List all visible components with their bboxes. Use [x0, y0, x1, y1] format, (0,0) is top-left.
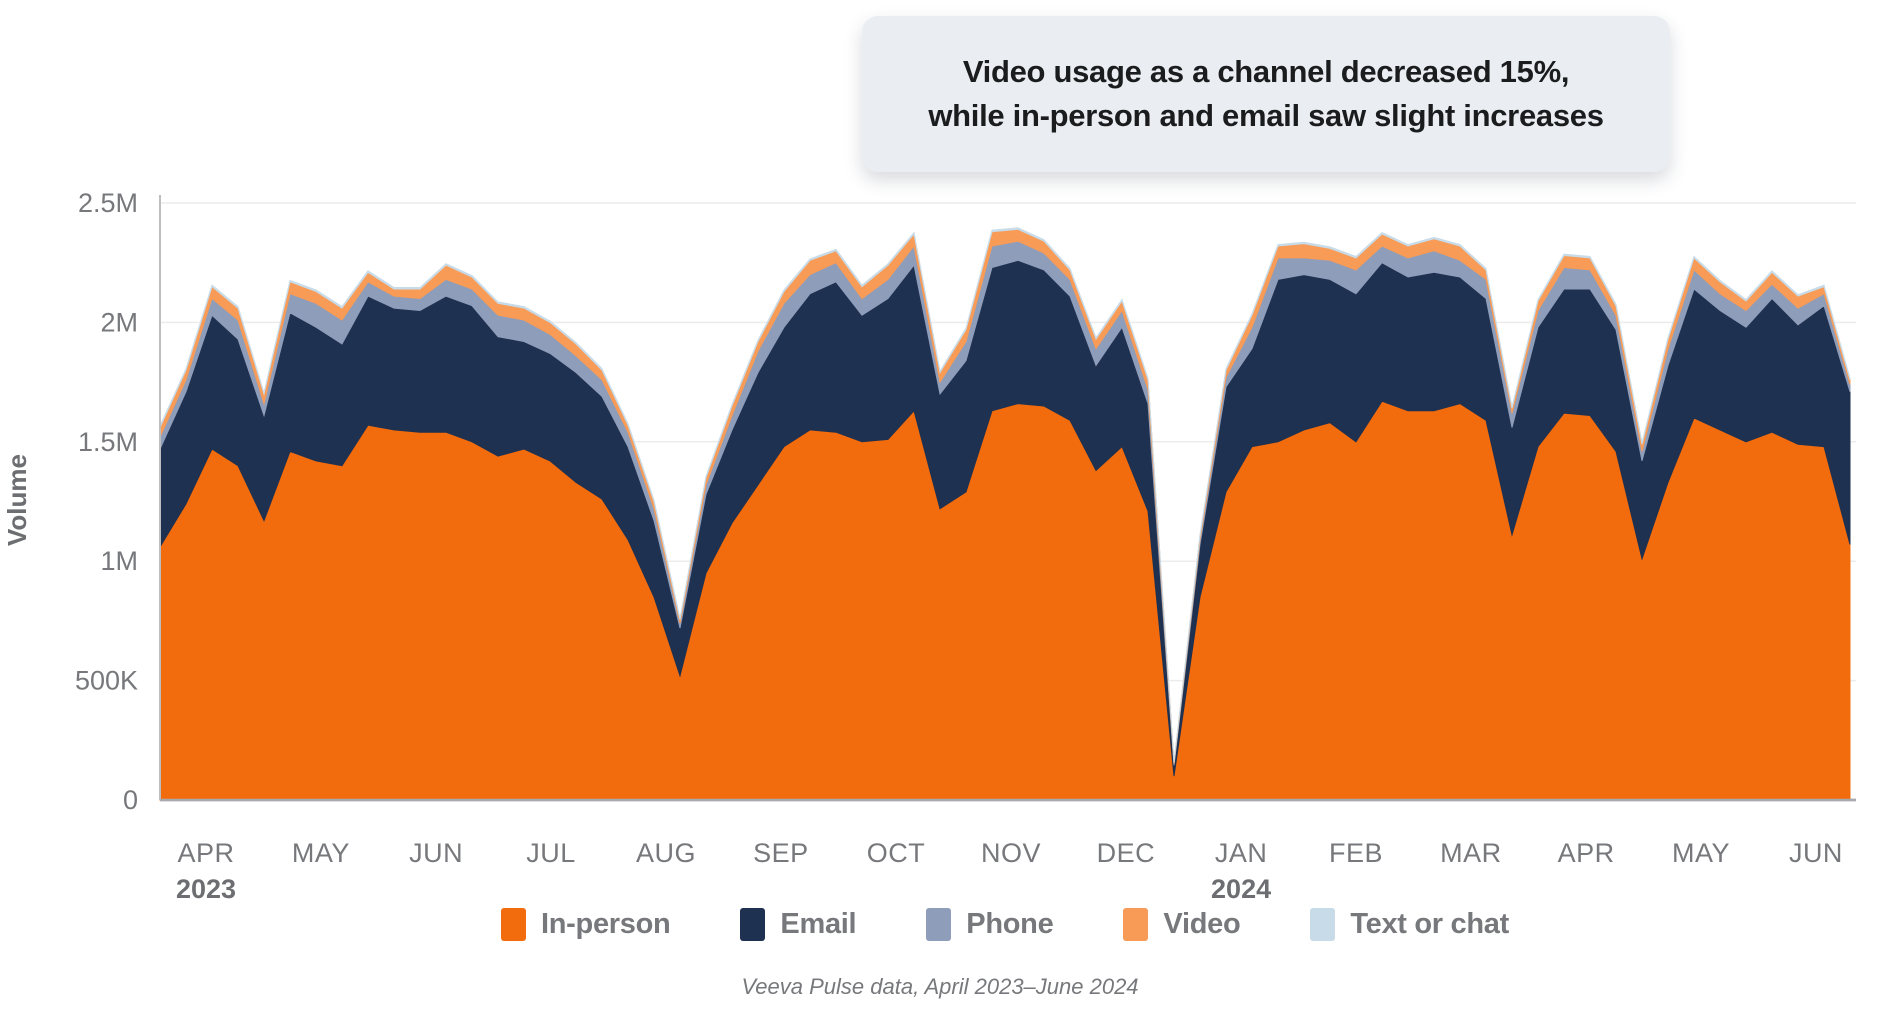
x-tick-year: 2024: [1211, 874, 1271, 904]
x-tick-label: AUG: [636, 838, 696, 868]
y-tick-label: 1.5M: [78, 427, 138, 457]
x-tick-label: JUL: [526, 838, 576, 868]
y-tick-label: 1M: [100, 546, 138, 576]
area-text-or-chat: [159, 227, 1851, 764]
y-tick-label: 0: [123, 785, 138, 815]
callout-line-1: Video usage as a channel decreased 15%,: [962, 54, 1570, 89]
legend-swatch: [1310, 908, 1336, 941]
x-tick-label: JUN: [1789, 838, 1843, 868]
legend-label: Phone: [966, 908, 1054, 940]
x-tick-year: 2023: [176, 874, 236, 904]
callout-line-2: while in-person and email saw slight inc…: [928, 98, 1604, 133]
legend-label: Text or chat: [1350, 908, 1509, 940]
y-axis-title: Volume: [2, 454, 32, 546]
y-tick-label: 500K: [75, 666, 138, 696]
legend-label: Video: [1163, 908, 1241, 940]
legend-label: Email: [780, 908, 857, 940]
x-tick-label: APR: [1558, 838, 1615, 868]
x-tick-label: OCT: [867, 838, 926, 868]
legend-swatch: [926, 908, 952, 941]
legend-item-video: Video: [1123, 908, 1241, 941]
source-note: Veeva Pulse data, April 2023–June 2024: [741, 974, 1139, 999]
x-tick-label: NOV: [981, 838, 1041, 868]
x-tick-label: FEB: [1329, 838, 1383, 868]
x-tick-label: JUN: [409, 838, 463, 868]
x-tick-label: MAR: [1440, 838, 1502, 868]
legend-swatch: [1123, 908, 1149, 941]
legend-item-in-person: In-person: [501, 908, 671, 941]
legend-label: In-person: [541, 908, 671, 940]
callout-box: Video usage as a channel decreased 15%, …: [862, 16, 1670, 172]
y-tick-label: 2M: [100, 307, 138, 337]
legend-item-text-or-chat: Text or chat: [1310, 908, 1509, 941]
x-tick-label: MAY: [292, 838, 350, 868]
x-tick-label: DEC: [1097, 838, 1156, 868]
x-tick-label: JAN: [1215, 838, 1268, 868]
x-tick-label: SEP: [753, 838, 809, 868]
legend-item-email: Email: [740, 908, 857, 941]
legend-item-phone: Phone: [926, 908, 1054, 941]
legend-swatch: [740, 908, 766, 941]
x-tick-label: APR: [178, 838, 235, 868]
y-tick-label: 2.5M: [78, 188, 138, 218]
chart-legend: In-person Email Phone Video Text or chat: [160, 908, 1850, 941]
area-in-person: [159, 400, 1851, 801]
legend-swatch: [501, 908, 526, 941]
x-tick-label: MAY: [1672, 838, 1730, 868]
